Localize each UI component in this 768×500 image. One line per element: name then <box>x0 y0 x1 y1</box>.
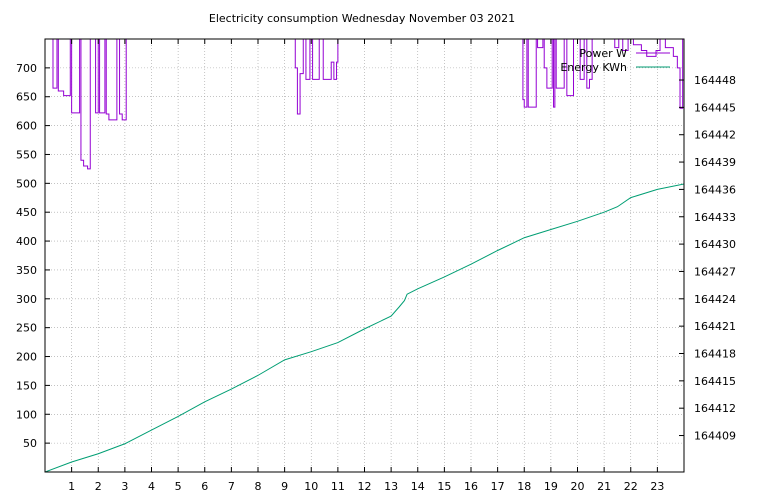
y2-tick-label: 164424 <box>694 293 736 306</box>
y2-tick-label: 164442 <box>694 129 736 142</box>
x-tick-label: 23 <box>650 480 664 493</box>
y-tick-label: 450 <box>16 206 37 219</box>
x-tick-label: 13 <box>384 480 398 493</box>
legend-label: Energy KWh <box>560 61 627 74</box>
y-tick-label: 150 <box>16 379 37 392</box>
y2-tick-label: 164421 <box>694 320 736 333</box>
x-tick-label: 4 <box>148 480 155 493</box>
y2-tick-label: 164430 <box>694 238 736 251</box>
x-tick-label: 5 <box>175 480 182 493</box>
x-tick-label: 8 <box>255 480 262 493</box>
y-tick-label: 200 <box>16 351 37 364</box>
x-tick-label: 22 <box>624 480 638 493</box>
x-tick-label: 12 <box>358 480 372 493</box>
y2-tick-label: 164448 <box>694 74 736 87</box>
x-tick-label: 9 <box>281 480 288 493</box>
x-tick-label: 16 <box>464 480 478 493</box>
y-tick-label: 350 <box>16 264 37 277</box>
grid <box>45 39 684 472</box>
x-tick-label: 6 <box>201 480 208 493</box>
power-series-line <box>52 39 684 170</box>
x-tick-label: 11 <box>331 480 345 493</box>
x-tick-label: 3 <box>121 480 128 493</box>
x-tick-label: 7 <box>228 480 235 493</box>
y2-tick-label: 164436 <box>694 183 736 196</box>
y-tick-label: 700 <box>16 62 37 75</box>
y-tick-label: 600 <box>16 120 37 133</box>
y-tick-label: 250 <box>16 322 37 335</box>
y2-tick-label: 164415 <box>694 375 736 388</box>
energy-series-line <box>45 183 684 472</box>
x-tick-label: 2 <box>95 480 102 493</box>
y2-tick-label: 164418 <box>694 347 736 360</box>
y-tick-label: 300 <box>16 293 37 306</box>
y2-tick-label: 164433 <box>694 211 736 224</box>
y2-tick-label: 164445 <box>694 101 736 114</box>
y-tick-label: 650 <box>16 91 37 104</box>
y2-tick-label: 164412 <box>694 402 736 415</box>
chart-title: Electricity consumption Wednesday Novemb… <box>209 12 515 25</box>
series-layer <box>45 39 684 472</box>
x-tick-label: 15 <box>437 480 451 493</box>
y-tick-label: 100 <box>16 408 37 421</box>
y-tick-label: 550 <box>16 148 37 161</box>
x-tick-label: 1 <box>68 480 75 493</box>
x-tick-label: 14 <box>411 480 425 493</box>
x-tick-label: 18 <box>517 480 531 493</box>
y-tick-label: 500 <box>16 177 37 190</box>
x-tick-label: 21 <box>597 480 611 493</box>
axis-ticks: 1 2 3 4 5 6 7 8 9 10 11 12 13 14 15 16 17 18 19 20 21 22 23501… <box>16 39 736 493</box>
x-tick-label: 19 <box>544 480 558 493</box>
y2-tick-label: 164409 <box>694 430 736 443</box>
x-tick-label: 20 <box>571 480 585 493</box>
y-tick-label: 50 <box>23 437 37 450</box>
y2-tick-label: 164427 <box>694 265 736 278</box>
y-tick-label: 400 <box>16 235 37 248</box>
x-tick-label: 10 <box>304 480 318 493</box>
x-tick-label: 17 <box>491 480 505 493</box>
y2-tick-label: 164439 <box>694 156 736 169</box>
legend-label: Power W <box>579 47 627 60</box>
